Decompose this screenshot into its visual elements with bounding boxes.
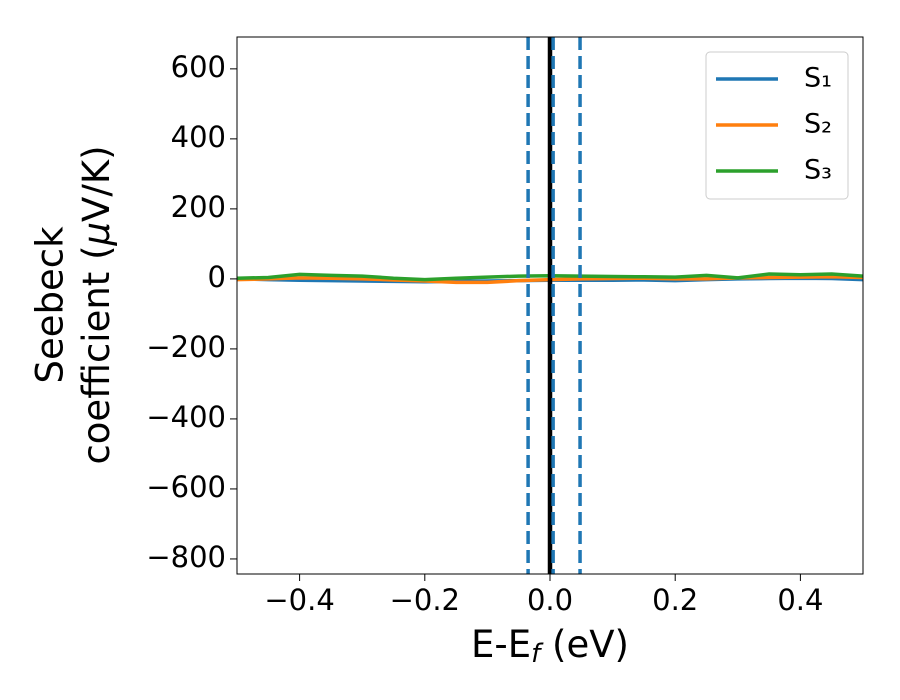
y-tick-label: −800 xyxy=(146,540,226,574)
legend-label: S₁ xyxy=(804,63,832,94)
x-tick-label: 0.4 xyxy=(777,583,823,617)
x-tick-label: 0.0 xyxy=(527,583,573,617)
y-tick-label: −400 xyxy=(146,400,226,434)
legend-label: S₂ xyxy=(804,109,832,140)
x-axis-label: E-Ef (eV) xyxy=(471,623,629,669)
x-tick-label: −0.2 xyxy=(390,583,460,617)
x-tick-label: −0.4 xyxy=(264,583,334,617)
y-tick-label: 400 xyxy=(171,120,226,154)
plot-frame xyxy=(236,36,864,575)
y-tick-label: −200 xyxy=(146,330,226,364)
y-tick-label: 600 xyxy=(171,50,226,84)
y-tick-label: 0 xyxy=(208,260,226,294)
y-axis-label: Seebeck coefficient (μV/K) xyxy=(29,145,118,464)
y-tick-label: −600 xyxy=(146,470,226,504)
y-axis-label-line: Seebeck xyxy=(29,226,72,384)
legend-label: S₃ xyxy=(804,155,832,186)
x-tick-label: 0.2 xyxy=(652,583,698,617)
y-axis-label-line: coefficient (μV/K) xyxy=(75,145,118,464)
y-tick-label: 200 xyxy=(171,190,226,224)
legend: S₁ S₂ S₃ xyxy=(705,51,849,200)
